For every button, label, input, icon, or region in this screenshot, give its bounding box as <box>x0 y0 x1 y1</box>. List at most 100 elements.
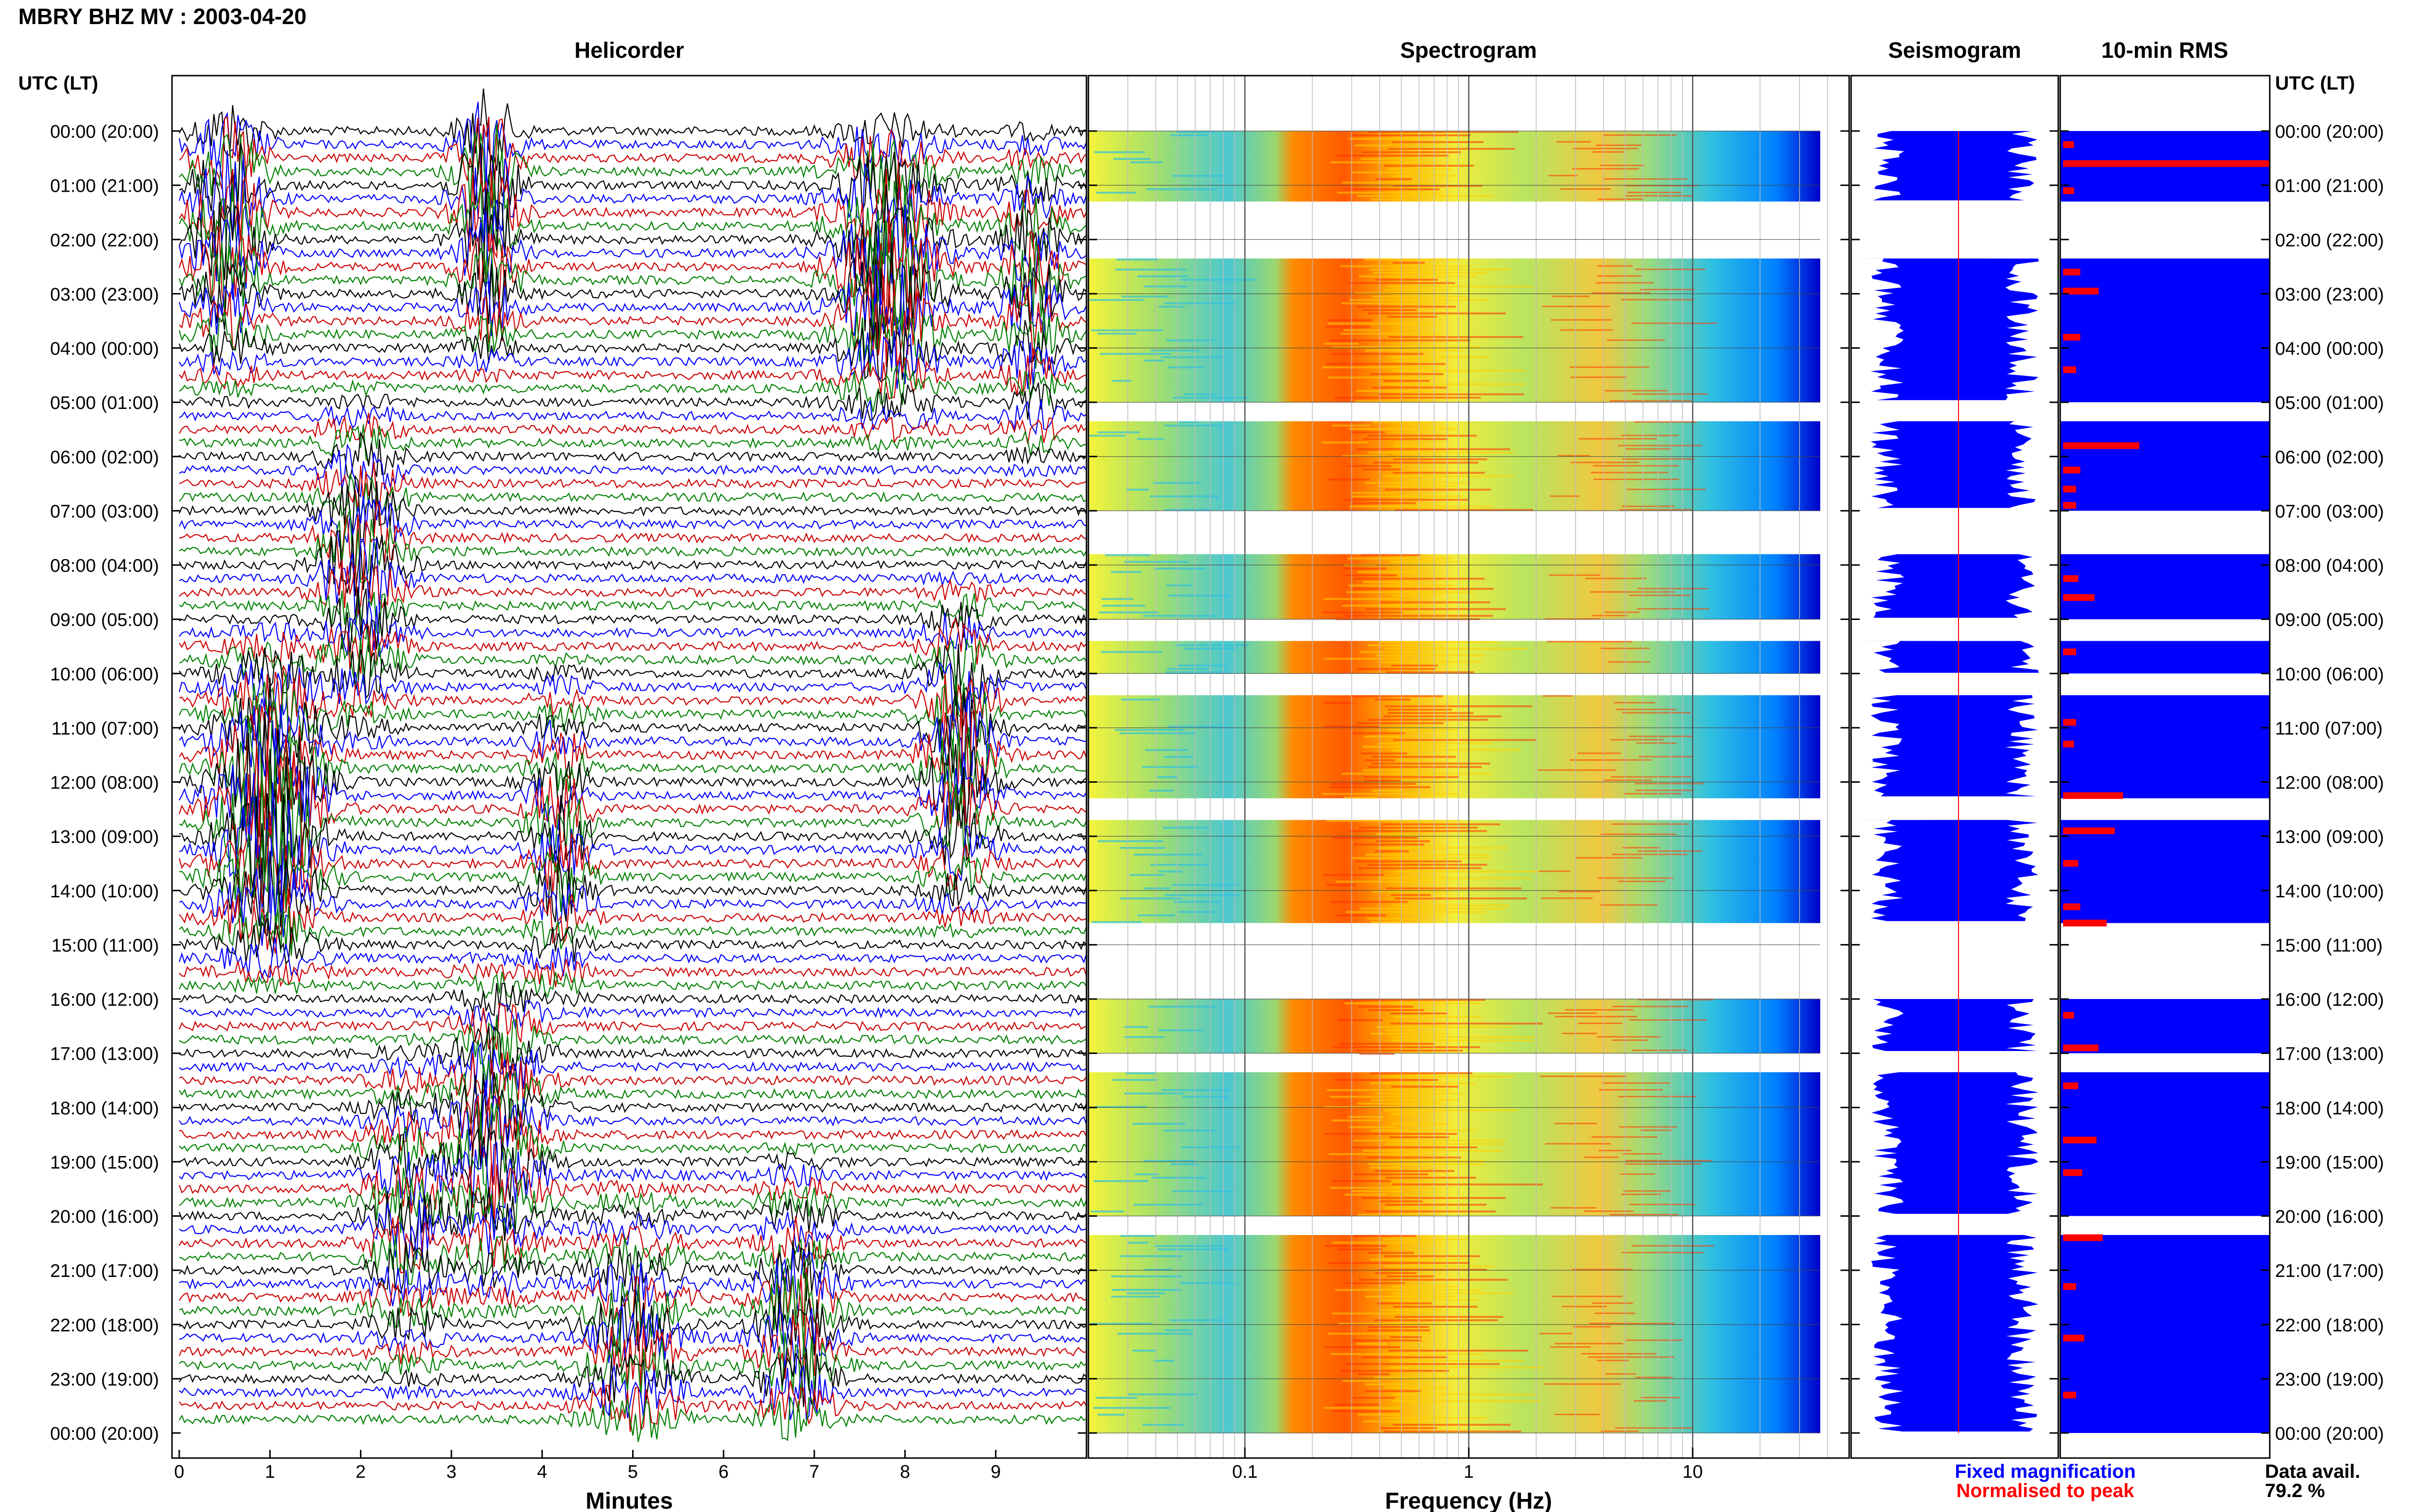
spectrogram-streak <box>1367 918 1418 920</box>
helicorder-trace <box>179 1095 1086 1185</box>
spectrogram-x-tick-label: 0.1 <box>1232 1462 1257 1482</box>
data-availability-label: Data avail. <box>2265 1461 2360 1482</box>
helicorder-trace <box>178 296 1086 373</box>
spectrogram-streak <box>1350 492 1394 494</box>
spectrogram-streak <box>1331 161 1420 163</box>
spectrogram-streak <box>1585 578 1647 579</box>
time-tick-label-right: 22:00 (18:00) <box>2275 1315 2384 1336</box>
spectrogram-streak <box>1592 151 1624 153</box>
spectrogram-streak <box>1166 584 1192 587</box>
rms-bar <box>2063 160 2270 167</box>
time-tick-label-right: 12:00 (08:00) <box>2275 773 2384 793</box>
spectrogram-streak <box>1392 1183 1543 1186</box>
spectrogram-streak <box>1341 1369 1449 1372</box>
spectrogram-streak <box>1363 769 1422 772</box>
seismogram-envelope <box>1851 695 2038 797</box>
spectrogram-streak <box>1622 712 1691 714</box>
spectrogram-streak <box>1610 1214 1679 1216</box>
spectrogram-streak <box>1328 376 1417 379</box>
spectrogram-streak <box>1632 393 1708 395</box>
spectrogram-streak <box>1575 857 1642 859</box>
spectrogram-streak <box>1598 1150 1631 1152</box>
spectrogram-streak <box>1628 736 1693 737</box>
spectrogram-streak <box>1572 168 1640 170</box>
rms-data-block <box>2060 554 2270 619</box>
spectrogram-streak <box>1603 134 1677 136</box>
helicorder-trace <box>179 1348 1086 1407</box>
rms-bar <box>2063 827 2115 834</box>
spectrogram-streak <box>1339 1043 1435 1045</box>
rms-bar <box>2063 486 2077 493</box>
time-tick-label-left: 00:00 (20:00) <box>50 1424 159 1444</box>
spectrogram-streak <box>1358 1413 1399 1416</box>
spectrogram-streak <box>1549 175 1578 176</box>
spectrogram-streak <box>1635 1376 1673 1378</box>
spectrogram-streak <box>1633 1400 1667 1402</box>
spectrogram-streak <box>1326 884 1356 886</box>
spectrogram-streak <box>1368 1009 1424 1011</box>
spectrogram-streak <box>1379 1200 1423 1203</box>
spectrogram-streak <box>1627 192 1681 193</box>
spectrogram-streak <box>1391 356 1489 358</box>
spectrogram-streak <box>1373 421 1433 423</box>
spectrogram-streak <box>1324 1245 1387 1247</box>
time-tick-label-left: 21:00 (17:00) <box>50 1261 159 1281</box>
spectrogram-streak <box>1324 342 1359 345</box>
spectrogram-streak <box>1573 148 1639 149</box>
spectrogram-streak <box>1637 608 1709 610</box>
spectrogram-streak <box>1326 363 1446 365</box>
spectrogram-streak <box>1164 756 1193 758</box>
spectrogram-streak <box>1393 185 1482 187</box>
helicorder-trace <box>178 264 1086 348</box>
spectrogram-streak <box>1322 366 1437 368</box>
spectrogram-streak <box>1363 776 1458 778</box>
spectrogram-streak <box>1357 1103 1443 1105</box>
helicorder-trace <box>179 1014 1086 1065</box>
spectrogram-streak <box>1598 877 1674 879</box>
spectrogram-streak <box>1325 326 1370 328</box>
spectrogram-streak <box>1370 1072 1472 1075</box>
spectrogram-streak <box>1362 1356 1447 1358</box>
spectrogram-streak <box>1570 461 1640 463</box>
spectrogram-streak <box>1347 465 1391 467</box>
spectrogram-streak <box>1132 1123 1186 1125</box>
helicorder-trace <box>179 1059 1086 1128</box>
spectrogram-streak <box>1342 999 1485 1001</box>
spectrogram-streak <box>1113 158 1151 160</box>
spectrogram-streak <box>1324 1106 1416 1108</box>
seismogram-envelope <box>1851 999 2038 1051</box>
spectrogram-streak <box>1144 359 1164 362</box>
spectrogram-streak <box>1391 1039 1535 1041</box>
rms-data-block <box>2060 1072 2270 1216</box>
spectrogram-streak <box>1363 468 1401 471</box>
spectrogram-streak <box>1359 275 1476 277</box>
spectrogram-streak <box>1137 275 1188 277</box>
spectrogram-streak <box>1349 505 1494 508</box>
spectrogram-streak <box>1377 1160 1485 1162</box>
time-tick-label-left: 03:00 (23:00) <box>50 285 159 305</box>
spectrogram-streak <box>1562 1305 1607 1307</box>
time-tick-label-right: 17:00 (13:00) <box>2275 1044 2384 1065</box>
spectrogram-streak <box>1346 911 1486 913</box>
spectrogram-streak <box>1537 769 1616 771</box>
spectrogram-streak <box>1584 1157 1619 1158</box>
rms-bar <box>2063 719 2077 726</box>
time-tick-label-left: 20:00 (16:00) <box>50 1207 159 1227</box>
spectrogram-streak <box>1608 661 1650 663</box>
spectrogram-streak <box>1368 1163 1484 1166</box>
spectrogram-streak <box>1357 1214 1419 1216</box>
helicorder-trace <box>179 1396 1086 1442</box>
rms-data-block <box>2060 999 2270 1053</box>
helicorder-trace <box>179 587 1086 644</box>
time-tick-label-right: 01:00 (21:00) <box>2275 176 2384 197</box>
spectrogram-streak <box>1377 1302 1432 1304</box>
spectrogram-streak <box>1112 1288 1181 1291</box>
spectrogram-streak <box>1578 438 1657 440</box>
spectrogram-streak <box>1360 907 1506 910</box>
spectrogram-streak <box>1572 1268 1633 1270</box>
spectrogram-streak <box>1367 434 1477 437</box>
helicorder-trace <box>179 276 1086 367</box>
spectrogram-streak <box>1164 1130 1216 1132</box>
legend-fixed-magnification: Fixed magnification <box>1955 1461 2136 1482</box>
